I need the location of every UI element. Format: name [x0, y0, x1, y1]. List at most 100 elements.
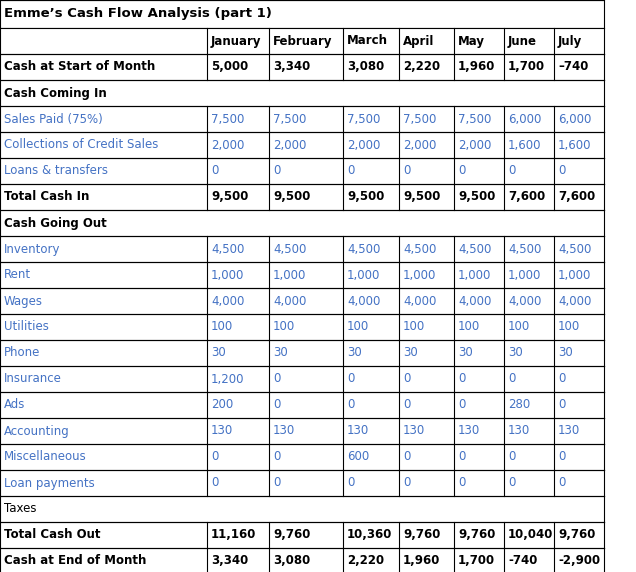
Text: 4,000: 4,000 [403, 295, 436, 308]
Text: 1,000: 1,000 [558, 268, 591, 281]
Text: Loans & transfers: Loans & transfers [4, 165, 108, 177]
Text: 30: 30 [347, 347, 362, 359]
Text: 100: 100 [347, 320, 370, 333]
Text: 0: 0 [273, 399, 280, 411]
Text: 4,000: 4,000 [273, 295, 307, 308]
Text: 600: 600 [347, 451, 370, 463]
Text: 1,000: 1,000 [211, 268, 244, 281]
Bar [0, 392, 604, 418]
Text: 100: 100 [508, 320, 530, 333]
Text: 0: 0 [403, 399, 410, 411]
Text: 0: 0 [458, 399, 466, 411]
Text: 100: 100 [558, 320, 580, 333]
Text: 7,500: 7,500 [273, 113, 307, 125]
Text: 2,000: 2,000 [211, 138, 244, 152]
Text: Insurance: Insurance [4, 372, 62, 386]
Text: 9,500: 9,500 [403, 190, 440, 204]
Bar [0, 210, 604, 236]
Bar [0, 522, 604, 548]
Bar [0, 314, 604, 340]
Text: 4,500: 4,500 [558, 243, 591, 256]
Text: 1,000: 1,000 [508, 268, 541, 281]
Text: Cash Going Out: Cash Going Out [4, 216, 107, 229]
Text: 100: 100 [211, 320, 233, 333]
Text: 9,760: 9,760 [558, 529, 595, 542]
Text: 0: 0 [403, 476, 410, 490]
Bar [0, 262, 604, 288]
Text: 30: 30 [508, 347, 523, 359]
Text: Inventory: Inventory [4, 243, 60, 256]
Text: 0: 0 [347, 165, 354, 177]
Text: 0: 0 [508, 372, 515, 386]
Text: January: January [211, 34, 261, 47]
Text: 7,600: 7,600 [558, 190, 595, 204]
Text: 0: 0 [508, 165, 515, 177]
Text: 0: 0 [211, 451, 218, 463]
Text: 0: 0 [558, 165, 565, 177]
Text: 1,000: 1,000 [273, 268, 307, 281]
Text: Phone: Phone [4, 347, 40, 359]
Text: March: March [347, 34, 388, 47]
Text: 6,000: 6,000 [508, 113, 541, 125]
Text: 3,340: 3,340 [273, 61, 310, 73]
Bar [0, 184, 604, 210]
Text: 0: 0 [458, 476, 466, 490]
Text: 4,500: 4,500 [458, 243, 492, 256]
Bar [0, 0, 604, 28]
Text: 1,600: 1,600 [508, 138, 541, 152]
Text: 4,000: 4,000 [458, 295, 492, 308]
Text: 130: 130 [508, 424, 530, 438]
Text: Collections of Credit Sales: Collections of Credit Sales [4, 138, 158, 152]
Bar [0, 106, 604, 132]
Text: 1,700: 1,700 [458, 554, 495, 567]
Text: 7,500: 7,500 [347, 113, 380, 125]
Text: February: February [273, 34, 333, 47]
Bar [0, 236, 604, 262]
Text: April: April [403, 34, 434, 47]
Bar [0, 496, 604, 522]
Text: 1,960: 1,960 [403, 554, 440, 567]
Text: 100: 100 [458, 320, 480, 333]
Text: 0: 0 [347, 476, 354, 490]
Bar [0, 288, 604, 314]
Text: 10,360: 10,360 [347, 529, 392, 542]
Text: 0: 0 [558, 399, 565, 411]
Text: May: May [458, 34, 485, 47]
Bar [0, 340, 604, 366]
Text: 3,080: 3,080 [347, 61, 384, 73]
Text: 0: 0 [347, 399, 354, 411]
Text: 0: 0 [403, 372, 410, 386]
Text: 1,600: 1,600 [558, 138, 591, 152]
Text: 0: 0 [273, 476, 280, 490]
Text: June: June [508, 34, 537, 47]
Text: 11,160: 11,160 [211, 529, 256, 542]
Text: 0: 0 [347, 372, 354, 386]
Text: 0: 0 [211, 476, 218, 490]
Text: 0: 0 [508, 451, 515, 463]
Text: 4,500: 4,500 [347, 243, 380, 256]
Text: 200: 200 [211, 399, 233, 411]
Text: 4,500: 4,500 [403, 243, 436, 256]
Text: 130: 130 [273, 424, 295, 438]
Text: 9,500: 9,500 [273, 190, 310, 204]
Text: Emme’s Cash Flow Analysis (part 1): Emme’s Cash Flow Analysis (part 1) [4, 7, 272, 21]
Text: 4,500: 4,500 [211, 243, 244, 256]
Text: 1,000: 1,000 [458, 268, 492, 281]
Bar [0, 132, 604, 158]
Text: 0: 0 [558, 451, 565, 463]
Bar [0, 418, 604, 444]
Bar [0, 548, 604, 572]
Text: 9,500: 9,500 [211, 190, 249, 204]
Text: 9,500: 9,500 [458, 190, 495, 204]
Text: Cash at Start of Month: Cash at Start of Month [4, 61, 155, 73]
Text: 0: 0 [273, 451, 280, 463]
Bar [0, 54, 604, 80]
Text: 9,760: 9,760 [273, 529, 310, 542]
Text: 0: 0 [458, 165, 466, 177]
Text: 3,340: 3,340 [211, 554, 248, 567]
Text: Wages: Wages [4, 295, 43, 308]
Text: 4,000: 4,000 [347, 295, 380, 308]
Text: 130: 130 [458, 424, 480, 438]
Text: 1,200: 1,200 [211, 372, 244, 386]
Text: 100: 100 [273, 320, 295, 333]
